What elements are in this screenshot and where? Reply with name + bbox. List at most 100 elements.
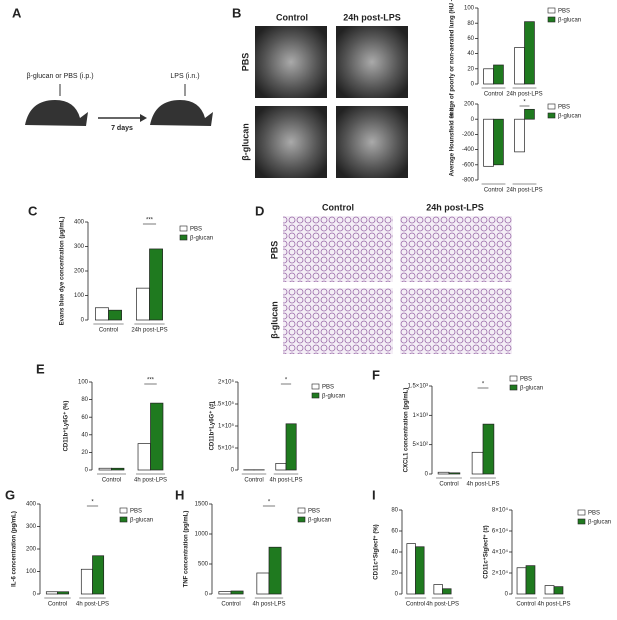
bar: [98, 467, 112, 471]
y-tick-label: -800: [462, 178, 475, 184]
y-tick-label: 0: [425, 472, 429, 478]
y-tick-label: 20: [391, 571, 398, 577]
bar: [514, 47, 525, 85]
y-axis-label: % age of poorly or non-aerated lung (HU …: [450, 0, 456, 118]
y-axis-label: CXCL1 concentration (pg/mL): [404, 388, 410, 473]
schematic: β-glucan or PBS (i.p.) 7 days LPS (i.n.): [25, 73, 213, 132]
y-tick-label: 2×10⁴: [492, 570, 509, 577]
y-tick-label: 0: [33, 592, 37, 598]
bar: [275, 463, 287, 471]
histology-image: [400, 288, 512, 354]
x-tick-label: Control: [484, 188, 503, 194]
x-tick-label: Control: [99, 328, 118, 334]
bar: [108, 309, 122, 321]
legend-label: PBS: [558, 105, 570, 111]
x-tick-label: 4h post-LPS: [269, 478, 302, 484]
bar: [483, 118, 494, 167]
row-header: β-glucan: [269, 301, 279, 339]
bar: [406, 543, 416, 595]
bar: [136, 287, 150, 321]
bar: [80, 568, 93, 595]
row-header: PBS: [269, 241, 279, 260]
x-tick-label: 4h post-LPS: [252, 602, 285, 608]
y-tick-label: 40: [81, 432, 88, 438]
schematic-text: 7 days: [111, 125, 133, 132]
row-header: PBS: [240, 53, 250, 72]
bar: [57, 591, 70, 595]
x-tick-label: 24h post-LPS: [506, 92, 542, 98]
column-header: Control: [276, 12, 308, 22]
bar: [493, 118, 504, 166]
x-tick-label: Control: [48, 602, 67, 608]
row-header: β-glucan: [240, 123, 250, 161]
y-tick-label: 0: [205, 592, 209, 598]
x-tick-label: 4h post-LPS: [537, 602, 570, 608]
panel-label: F: [372, 367, 380, 382]
y-tick-label: 200: [464, 102, 475, 108]
bar: [482, 423, 495, 475]
panel-label: D: [255, 203, 264, 218]
x-tick-label: Control: [244, 478, 263, 484]
bar: [437, 471, 450, 475]
y-tick-label: 0: [471, 82, 475, 88]
panel-label: E: [36, 361, 45, 376]
y-tick-label: 100: [464, 6, 475, 12]
significance: *: [91, 500, 94, 506]
y-tick-label: 1.5×10³: [407, 384, 428, 390]
legend-swatch: [547, 7, 556, 14]
y-tick-label: 6×10⁴: [492, 528, 509, 535]
bar: [111, 467, 125, 471]
y-tick-label: 100: [26, 569, 37, 575]
x-tick-label: 4h post-LPS: [134, 478, 167, 484]
legend-label: β-glucan: [558, 18, 581, 24]
legend-swatch: [297, 507, 306, 514]
y-tick-label: 0: [471, 117, 475, 123]
bar: [150, 402, 164, 471]
histology-image: [283, 216, 393, 282]
legend-label: PBS: [588, 511, 600, 517]
y-tick-label: 0: [81, 318, 85, 324]
y-tick-label: 20: [81, 450, 88, 456]
bar: [524, 108, 535, 120]
y-tick-label: 40: [391, 550, 398, 556]
significance: *: [523, 100, 526, 106]
significance: *: [482, 382, 485, 388]
legend-swatch: [179, 234, 188, 241]
mouse: [25, 100, 88, 126]
y-tick-label: 500: [198, 562, 209, 568]
x-tick-label: Control: [439, 482, 458, 488]
y-tick-label: 0: [231, 468, 235, 474]
panel-label: A: [12, 5, 22, 20]
y-tick-label: 4×10⁴: [492, 549, 509, 556]
y-tick-label: 60: [81, 415, 88, 421]
y-tick-label: 5×10²: [412, 442, 428, 448]
bar: [514, 118, 525, 153]
legend-label: PBS: [520, 377, 532, 383]
y-tick-label: 400: [26, 502, 37, 508]
legend-swatch: [311, 383, 320, 390]
legend-label: PBS: [558, 9, 570, 15]
mouse: [150, 100, 213, 126]
y-tick-label: -400: [462, 147, 475, 153]
y-tick-label: 40: [467, 51, 474, 57]
bar: [149, 248, 163, 321]
bar: [45, 591, 58, 595]
y-tick-label: 200: [74, 269, 85, 275]
bar: [544, 585, 555, 595]
legend-swatch: [119, 516, 128, 523]
bar: [230, 590, 244, 595]
panel-label: B: [232, 5, 241, 20]
y-tick-label: 400: [74, 220, 85, 226]
bar: [442, 588, 452, 595]
legend-label: β-glucan: [322, 394, 345, 400]
significance: *: [268, 500, 271, 506]
significance: ***: [146, 218, 154, 224]
x-tick-label: 24h post-LPS: [131, 328, 167, 334]
y-tick-label: 0: [85, 468, 89, 474]
y-axis-label: CD11c⁺Siglecf⁺ (#): [483, 525, 490, 578]
ct-image: [336, 26, 408, 98]
significance: *: [285, 378, 288, 384]
panel-label: H: [175, 487, 184, 502]
legend-label: PBS: [308, 509, 320, 515]
legend-label: β-glucan: [558, 114, 581, 120]
